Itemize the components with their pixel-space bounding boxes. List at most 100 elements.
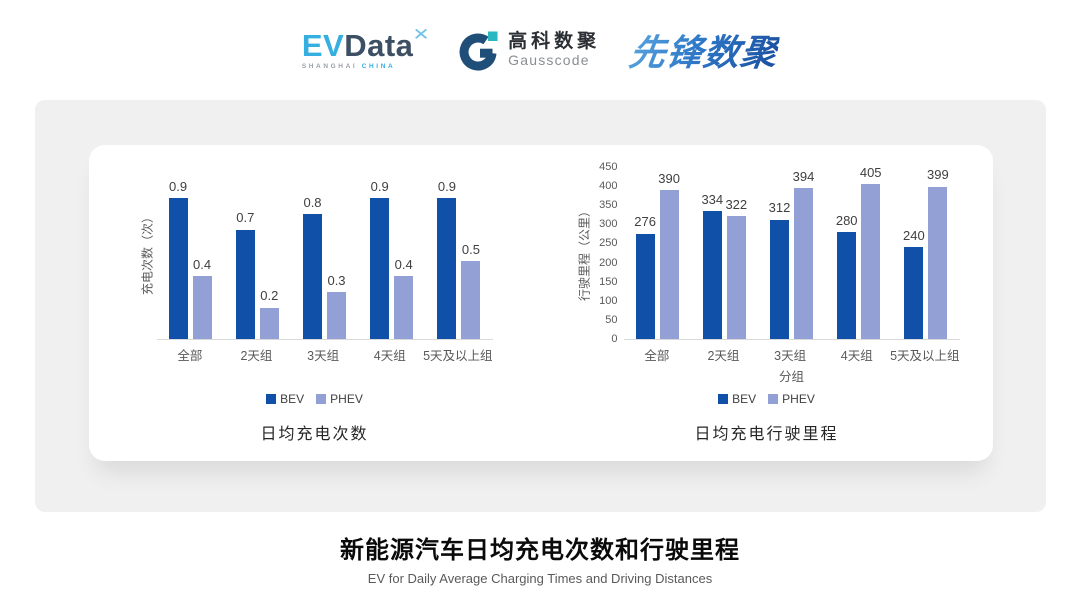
legend-label: BEV bbox=[732, 392, 757, 406]
bar-slot: 390 bbox=[658, 167, 680, 339]
y-axis-title: 充电次数（次） bbox=[140, 210, 154, 296]
bar-value-label: 334 bbox=[701, 192, 724, 208]
bar-slot: 399 bbox=[927, 167, 949, 339]
bar-group: 0.7 0.2 bbox=[224, 167, 291, 339]
evdata-logo: EV Data ✕ SHANGHAI CHINA bbox=[301, 26, 430, 71]
bar-phev bbox=[327, 292, 346, 339]
bar-slot: 0.9 bbox=[168, 167, 188, 339]
y-tick-label: 300 bbox=[599, 218, 618, 231]
bar-group: 280 405 bbox=[825, 165, 892, 339]
bar-slot: 312 bbox=[768, 167, 791, 339]
x-axis-title bbox=[157, 366, 493, 384]
chart-card: 充电次数（次） 0.9 0.4 0.7 0.2 0.8 0.3 0.9 0.4 0.9 0.5 全… bbox=[88, 145, 993, 461]
y-tick-label: 0 bbox=[611, 333, 618, 345]
x-category-label: 4天组 bbox=[840, 349, 873, 363]
bar-slot: 280 bbox=[835, 167, 858, 339]
legend-label: PHEV bbox=[782, 392, 815, 406]
bar-slot: 334 bbox=[701, 167, 724, 339]
evdata-data-text: Data bbox=[344, 27, 414, 63]
y-axis-title-column: 行驶里程（公里） bbox=[574, 167, 594, 339]
legend-swatch-bev bbox=[718, 394, 729, 404]
page-title: 新能源汽车日均充电次数和行驶里程 bbox=[340, 537, 740, 564]
x-category-label: 2天组 bbox=[707, 349, 740, 363]
bar-value-label: 0.4 bbox=[394, 257, 413, 273]
y-tick-label: 250 bbox=[599, 237, 618, 250]
legend: BEV PHEV bbox=[266, 392, 363, 406]
x-category-label: 3天组 bbox=[774, 349, 807, 363]
header-logos: EV Data ✕ SHANGHAI CHINA 高科数聚 Gausscode 先锋… bbox=[0, 18, 1080, 82]
bar-slot: 0.3 bbox=[327, 167, 346, 339]
bar-bev bbox=[770, 219, 789, 339]
bar-phev bbox=[461, 260, 481, 339]
plot-area: 0.9 0.4 0.7 0.2 0.8 0.3 0.9 0.4 0.9 0.5 bbox=[156, 167, 493, 340]
x-category-label: 2天组 bbox=[240, 349, 273, 363]
bar-bev bbox=[437, 198, 457, 339]
bar-slot: 0.9 bbox=[437, 167, 457, 339]
bar-value-label: 394 bbox=[792, 169, 815, 185]
chart-panel: 充电次数（次） 0.9 0.4 0.7 0.2 0.8 0.3 0.9 0.4 0.9 0.5 全… bbox=[35, 100, 1046, 512]
legend-item-phev: PHEV bbox=[768, 392, 815, 406]
evdata-ev-text: EV bbox=[301, 27, 345, 63]
bar-phev bbox=[861, 184, 881, 339]
bar-bev bbox=[235, 229, 255, 339]
bar-group: 0.9 0.4 bbox=[157, 167, 224, 339]
gausscode-g-icon bbox=[459, 31, 498, 71]
bar-value-label: 280 bbox=[835, 212, 858, 228]
bar-bev bbox=[635, 233, 655, 339]
evdata-star-icon: ✕ bbox=[412, 24, 431, 44]
bar-bev bbox=[904, 247, 924, 339]
gausscode-text: 高科数聚 Gausscode bbox=[508, 32, 600, 68]
bar-bev bbox=[837, 231, 857, 339]
x-axis: 全部 2天组 3天组 4天组 5天及以上组 bbox=[157, 345, 492, 364]
bar-phev bbox=[928, 186, 948, 339]
legend-item-bev: BEV bbox=[266, 392, 304, 406]
bar-value-label: 0.9 bbox=[169, 178, 188, 194]
evdata-china-text: CHINA bbox=[361, 62, 396, 70]
bar-slot: 0.8 bbox=[303, 167, 322, 339]
legend-label: PHEV bbox=[330, 392, 363, 406]
bar-value-label: 0.8 bbox=[303, 194, 322, 210]
legend-swatch-phev bbox=[316, 394, 327, 404]
bar-slot: 0.2 bbox=[259, 167, 279, 339]
bar-value-label: 276 bbox=[634, 214, 656, 230]
page-subtitle: EV for Daily Average Charging Times and … bbox=[367, 571, 713, 586]
bar-value-label: 240 bbox=[903, 227, 925, 243]
bar-group: 240 399 bbox=[892, 167, 959, 339]
bar-phev bbox=[794, 188, 813, 339]
bar-value-label: 322 bbox=[725, 196, 748, 212]
bar-group: 0.8 0.3 bbox=[291, 167, 358, 339]
y-tick-label: 150 bbox=[599, 275, 618, 288]
bar-value-label: 0.4 bbox=[193, 257, 212, 273]
bar-value-label: 312 bbox=[768, 200, 791, 216]
x-axis-title: 分组 bbox=[778, 370, 804, 384]
chart-daily-driving-distance: 行驶里程（公里） 0 50 100 150 200 250 300 350 400 450 276… bbox=[541, 162, 993, 461]
y-axis-title-column: 充电次数（次） bbox=[137, 167, 157, 339]
bar-value-label: 0.9 bbox=[370, 178, 389, 194]
gausscode-logo: 高科数聚 Gausscode bbox=[459, 29, 600, 71]
bar-value-label: 0.9 bbox=[437, 178, 456, 194]
bar-slot: 0.4 bbox=[192, 167, 212, 339]
x-category-label: 全部 bbox=[644, 349, 670, 363]
bar-slot: 405 bbox=[860, 165, 882, 339]
evdata-subtext: SHANGHAI CHINA bbox=[302, 62, 396, 71]
legend-item-bev: BEV bbox=[718, 392, 756, 406]
bar-phev bbox=[192, 276, 212, 339]
bar-slot: 276 bbox=[634, 167, 656, 339]
x-axis: 全部 2天组 3天组 4天组 5天及以上组 bbox=[624, 345, 959, 364]
bar-group: 0.9 0.4 bbox=[358, 167, 425, 339]
legend-label: BEV bbox=[280, 392, 305, 406]
bar-value-label: 399 bbox=[927, 167, 949, 183]
x-category-label: 全部 bbox=[177, 349, 203, 363]
x-category-label: 4天组 bbox=[373, 349, 406, 363]
y-tick-label: 450 bbox=[599, 161, 618, 173]
y-tick-label: 50 bbox=[605, 313, 618, 326]
bar-slot: 0.5 bbox=[461, 167, 481, 339]
evdata-wordmark: EV Data ✕ bbox=[301, 26, 430, 63]
bar-slot: 0.4 bbox=[394, 167, 414, 339]
pioneer-logo: 先锋数聚 bbox=[627, 24, 782, 76]
plot-area: 276 390 334 322 312 394 280 405 240 399 bbox=[623, 165, 960, 340]
bar-group: 312 394 bbox=[758, 167, 825, 339]
chart-title: 日均充电次数 bbox=[260, 426, 369, 443]
y-tick-label: 200 bbox=[599, 256, 618, 269]
bar-slot: 240 bbox=[903, 167, 925, 339]
